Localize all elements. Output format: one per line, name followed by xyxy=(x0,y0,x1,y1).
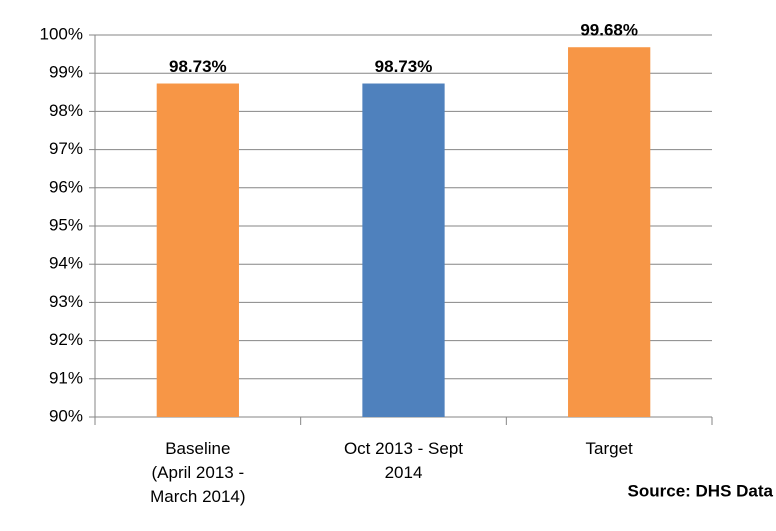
bar xyxy=(156,83,239,417)
x-tick-label-box: Oct 2013 - Sept 2014 xyxy=(343,439,464,482)
y-tick-label: 96% xyxy=(49,177,83,196)
y-tick-label: 98% xyxy=(49,101,83,120)
x-tick-label-box: Baseline (April 2013 - March 2014) xyxy=(150,439,246,506)
data-label: 98.73% xyxy=(169,57,227,76)
data-label: 99.68% xyxy=(580,21,638,40)
y-tick-label: 100% xyxy=(40,24,83,43)
y-tick-label: 94% xyxy=(49,254,83,273)
x-tick-label: Target xyxy=(585,439,633,458)
y-tick-label: 91% xyxy=(49,368,83,387)
bar xyxy=(568,47,651,417)
y-tick-label: 90% xyxy=(49,406,83,425)
x-tick-label: Baseline (April 2013 - March 2014) xyxy=(150,439,246,506)
bar xyxy=(362,83,445,417)
y-tick-label: 99% xyxy=(49,63,83,82)
y-tick-label: 95% xyxy=(49,215,83,234)
y-tick-label: 92% xyxy=(49,330,83,349)
y-tick-label: 97% xyxy=(49,139,83,158)
x-tick-label: Oct 2013 - Sept 2014 xyxy=(343,439,464,482)
x-tick-label-box: Target xyxy=(585,439,633,458)
y-tick-label: 93% xyxy=(49,292,83,311)
data-label: 98.73% xyxy=(375,57,433,76)
source-note: Source: DHS Data xyxy=(628,481,774,500)
